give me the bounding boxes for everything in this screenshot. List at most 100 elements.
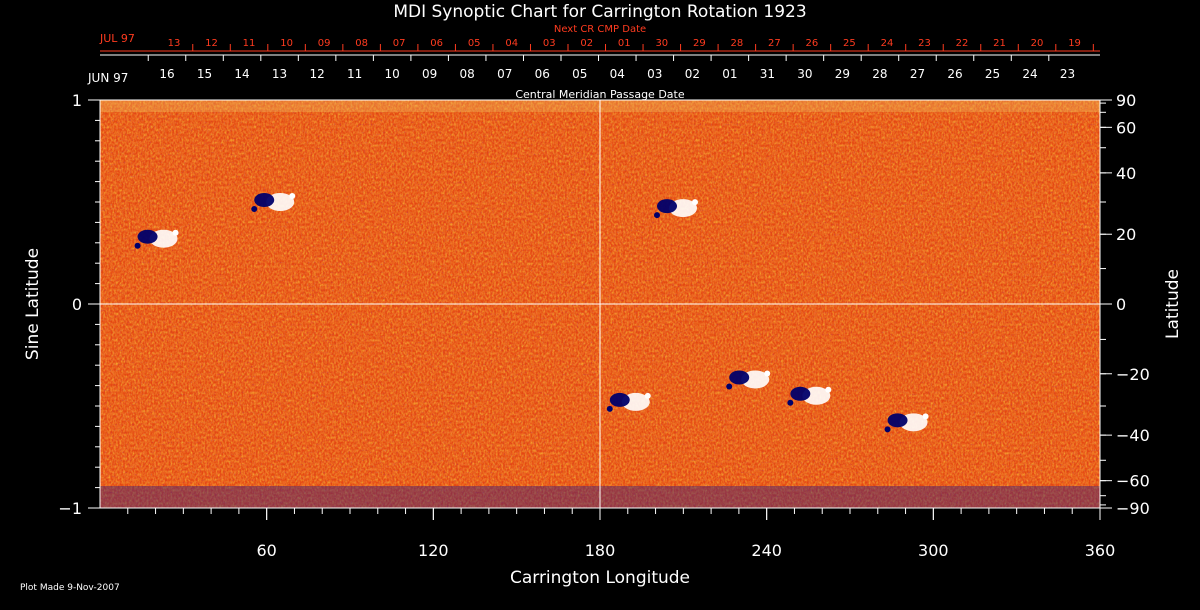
next-date-label: 30 [655,38,668,49]
top-axis-label: Central Meridian Passage Date [515,88,684,101]
top-date-label: 23 [1060,67,1075,81]
negative-fragment [606,405,613,412]
top-date-label: 06 [535,67,550,81]
right-tick-label: 20 [1116,225,1136,244]
top-date-label: 03 [647,67,662,81]
positive-fragment [825,386,832,393]
x-tick-label: 360 [1085,541,1116,560]
next-date-label: 13 [168,38,181,49]
next-date-label: 24 [881,38,894,49]
active-regions [134,193,929,433]
top-date-label: 08 [460,67,475,81]
negative-polarity-patch [729,370,750,385]
x-tick-label: 120 [418,541,449,560]
next-date-label: 02 [580,38,593,49]
left-tick-label: 1 [72,91,82,110]
negative-fragment [726,383,733,390]
top-date-label: 02 [685,67,700,81]
top-date-label: 29 [835,67,850,81]
left-tick-label: 0 [72,295,82,314]
top-date-label: 27 [910,67,925,81]
y-axis-right-label: Latitude [1163,269,1183,339]
next-axis-start-label: JUL 97 [99,32,135,45]
top-date-label: 11 [347,67,362,81]
right-tick-label: 60 [1116,118,1136,137]
top-date-label: 05 [572,67,587,81]
next-date-label: 29 [693,38,706,49]
next-date-label: 06 [430,38,443,49]
top-date-label: 31 [760,67,775,81]
next-date-label: 23 [918,38,931,49]
right-tick-label: 40 [1116,164,1136,183]
top-axis-start-label: JUN 97 [87,71,128,85]
next-date-label: 05 [468,38,481,49]
next-date-label: 22 [956,38,969,49]
positive-fragment [922,413,929,420]
x-axis-ticks: 60 120 180 240 300 360 [127,508,1116,560]
right-tick-label: 0 [1116,295,1126,314]
top-date-label: 12 [309,67,324,81]
y-axis-left-label: Sine Latitude [23,248,43,360]
next-date-label: 03 [543,38,556,49]
top-date-label: 25 [985,67,1000,81]
next-date-label: 09 [318,38,331,49]
next-date-label: 01 [618,38,631,49]
next-date-label: 10 [280,38,293,49]
top-date-label: 14 [234,67,249,81]
top-date-label: 15 [197,67,212,81]
right-tick-label: −20 [1116,365,1150,384]
next-date-label: 07 [393,38,406,49]
top-date-label: 24 [1022,67,1037,81]
chart-title: MDI Synoptic Chart for Carrington Rotati… [393,2,806,22]
right-tick-label: −90 [1116,499,1150,518]
x-tick-label: 60 [256,541,276,560]
next-axis-label: Next CR CMP Date [554,24,646,35]
negative-polarity-patch [254,193,275,207]
x-tick-label: 180 [585,541,616,560]
left-axis-ticks: 1 0 −1 [58,91,100,518]
negative-polarity-patch [790,386,811,401]
negative-fragment [134,242,141,249]
negative-fragment [884,426,891,433]
top-date-label: 30 [797,67,812,81]
next-date-label: 04 [505,38,518,49]
next-date-label: 28 [730,38,743,49]
next-date-axis: 13 12 11 10 09 08 07 06 05 04 03 02 01 30 29 28 27 26 25 24… [168,38,1094,51]
positive-fragment [289,193,296,199]
plot-made-note: Plot Made 9-Nov-2007 [20,583,120,593]
right-axis-ticks: 90 60 40 20 0 −20 −40 −60 −90 [1100,91,1150,518]
positive-fragment [644,392,651,399]
negative-fragment [654,212,660,219]
top-date-label: 10 [385,67,400,81]
top-date-label: 16 [159,67,174,81]
right-tick-label: 90 [1116,91,1136,110]
next-date-label: 25 [843,38,856,49]
negative-fragment [787,399,794,406]
next-date-label: 21 [993,38,1006,49]
next-date-label: 19 [1068,38,1081,49]
next-date-label: 20 [1031,38,1044,49]
right-tick-label: −60 [1116,472,1150,491]
x-tick-label: 300 [918,541,949,560]
negative-fragment [251,206,258,212]
top-date-label: 26 [947,67,962,81]
next-date-label: 12 [205,38,218,49]
positive-fragment [172,229,179,236]
negative-polarity-patch [137,229,158,244]
left-tick-label: −1 [58,499,82,518]
next-date-label: 27 [768,38,781,49]
negative-polarity-patch [609,392,630,407]
negative-polarity-patch [657,199,677,214]
positive-fragment [764,370,771,377]
top-date-label: 28 [872,67,887,81]
next-date-label: 11 [243,38,256,49]
x-axis-label: Carrington Longitude [510,568,690,588]
next-date-label: 26 [806,38,819,49]
top-date-label: 04 [610,67,625,81]
top-date-label: 09 [422,67,437,81]
top-date-label: 01 [722,67,737,81]
negative-polarity-patch [887,413,908,428]
next-date-label: 08 [355,38,368,49]
x-tick-label: 240 [751,541,782,560]
